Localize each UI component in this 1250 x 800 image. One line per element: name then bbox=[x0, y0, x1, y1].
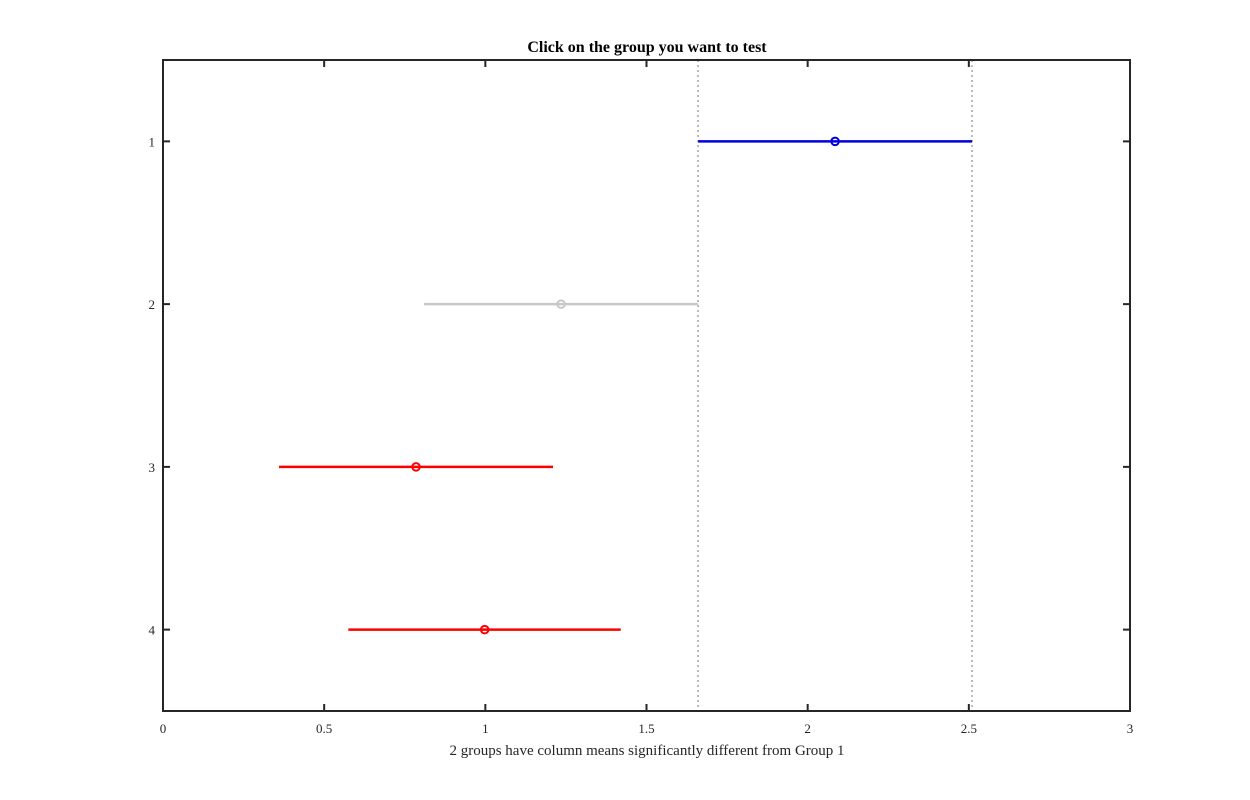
y-tick-label: 2 bbox=[149, 297, 156, 312]
x-tick-label: 1.5 bbox=[638, 721, 654, 736]
x-tick-label: 0 bbox=[160, 721, 167, 736]
y-tick-label: 1 bbox=[149, 134, 156, 149]
y-tick-label: 4 bbox=[149, 623, 156, 638]
y-tick-label: 3 bbox=[149, 460, 156, 475]
x-tick-label: 1 bbox=[482, 721, 489, 736]
group-1-mean-marker[interactable] bbox=[830, 136, 840, 147]
group-2-mean-marker[interactable] bbox=[556, 299, 566, 309]
group-4-mean-marker[interactable] bbox=[479, 624, 490, 635]
plot-area: 0 0.5 1 1.5 2 2.5 3 1 2 3 4 bbox=[149, 59, 1134, 736]
x-tick-label: 2.5 bbox=[961, 721, 977, 736]
axes-box bbox=[162, 59, 1131, 712]
x-tick-label: 2 bbox=[804, 721, 811, 736]
group-3-mean-marker[interactable] bbox=[411, 462, 421, 472]
chart-title: Click on the group you want to test bbox=[527, 39, 767, 56]
x-axis-label: 2 groups have column means significantly… bbox=[449, 743, 844, 759]
x-tick-label: 3 bbox=[1127, 721, 1134, 736]
x-tick-label: 0.5 bbox=[316, 721, 332, 736]
